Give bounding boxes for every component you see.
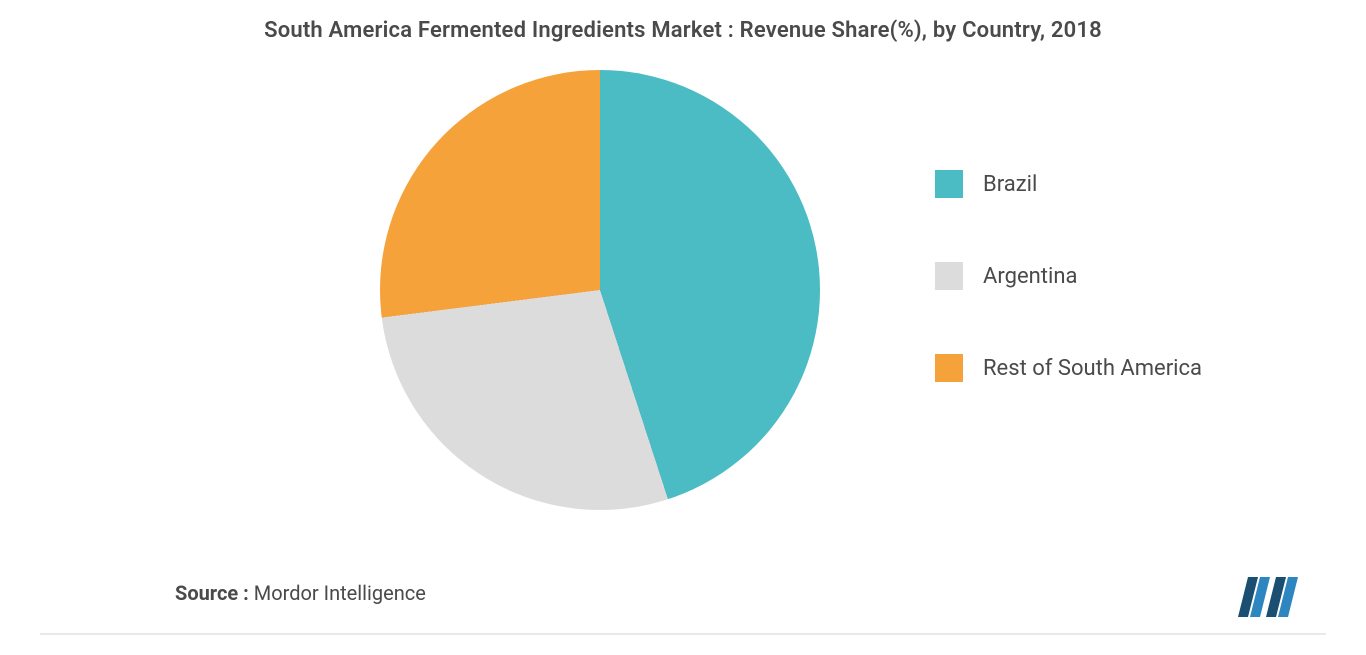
legend-item-argentina: Argentina bbox=[935, 262, 1202, 290]
legend-swatch bbox=[935, 354, 963, 382]
legend-label: Brazil bbox=[983, 172, 1037, 197]
legend-swatch bbox=[935, 170, 963, 198]
pie-chart bbox=[380, 70, 820, 510]
legend-item-rest: Rest of South America bbox=[935, 354, 1202, 382]
footer-divider bbox=[40, 633, 1326, 635]
legend-item-brazil: Brazil bbox=[935, 170, 1202, 198]
legend-label: Rest of South America bbox=[983, 356, 1202, 381]
legend: Brazil Argentina Rest of South America bbox=[935, 170, 1202, 382]
source-attribution: Source : Mordor Intelligence bbox=[175, 581, 426, 605]
chart-title: South America Fermented Ingredients Mark… bbox=[0, 18, 1366, 43]
legend-label: Argentina bbox=[983, 264, 1077, 289]
source-value: Mordor Intelligence bbox=[254, 581, 426, 605]
source-label: Source : bbox=[175, 581, 249, 605]
mordor-logo-icon bbox=[1238, 577, 1306, 617]
legend-swatch bbox=[935, 262, 963, 290]
